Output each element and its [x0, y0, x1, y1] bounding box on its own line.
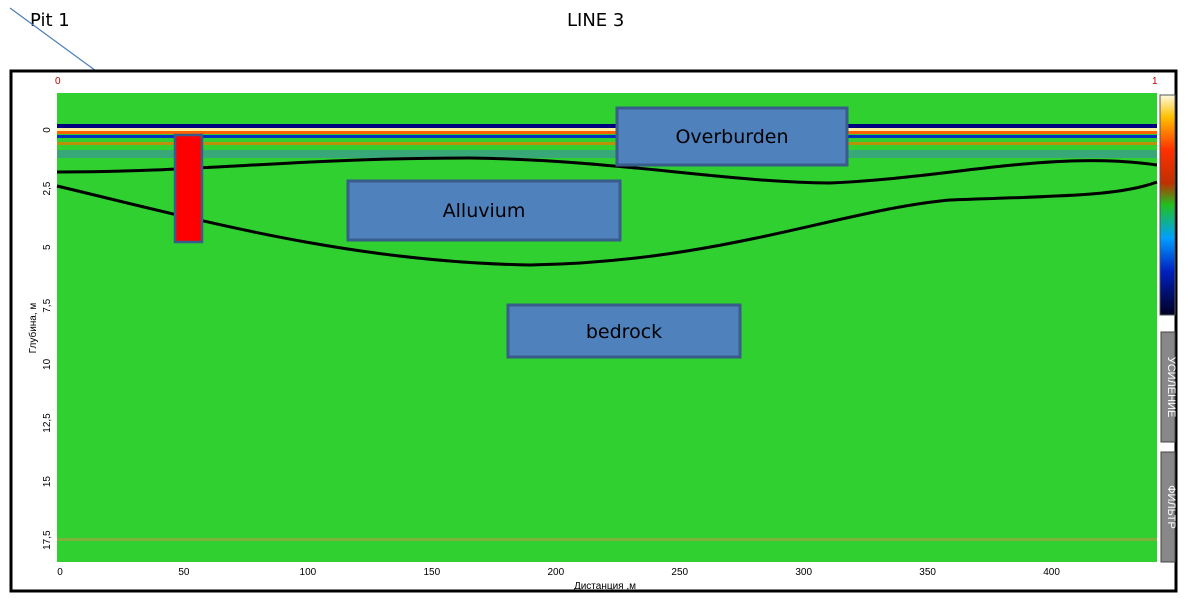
gain-button-label: УСИЛЕНИЕ: [1165, 357, 1177, 418]
band: [57, 142, 1157, 145]
gain-button[interactable]: [1160, 331, 1176, 443]
band: [57, 150, 1157, 158]
y-tick-label: 17,5: [42, 530, 53, 550]
boundary: [56, 156, 1158, 185]
annotation: Overburden: [675, 126, 788, 148]
band: [57, 128, 1157, 131]
y-tick-label: 2,5: [42, 181, 53, 195]
y-axis-label: Глубина, м: [27, 303, 39, 354]
boundary: [56, 180, 1158, 267]
y-tick-label: 7,5: [42, 298, 53, 312]
corner-label: 1: [1152, 76, 1158, 87]
band: [57, 538, 1157, 541]
annotation: bedrock: [586, 321, 662, 343]
annotation: Alluvium: [443, 200, 526, 222]
annotation-box: [506, 303, 742, 359]
band: [57, 131, 1157, 134]
x-tick-label: 350: [919, 567, 936, 578]
corner-label: 0: [55, 76, 61, 87]
y-tick-label: 5: [42, 244, 53, 250]
y-tick-label: 10: [42, 358, 53, 370]
pit: [173, 133, 204, 244]
pit-label: Pit 1: [30, 10, 70, 31]
annotation-box: [346, 179, 622, 242]
x-tick-label: 50: [178, 567, 190, 578]
y-tick-label: 0: [42, 127, 53, 133]
x-tick-label: 0: [57, 567, 63, 578]
y-tick-label: 15: [42, 476, 53, 488]
annotation-box: [615, 106, 849, 167]
x-tick-label: 200: [547, 567, 564, 578]
x-tick-label: 250: [671, 567, 688, 578]
band: [57, 124, 1157, 128]
x-tick-label: 100: [300, 567, 317, 578]
filter-button[interactable]: [1160, 451, 1176, 563]
x-tick-label: 150: [424, 567, 441, 578]
band: [57, 135, 1157, 138]
x-tick-label: 300: [795, 567, 812, 578]
x-tick-label: 400: [1043, 567, 1060, 578]
line-title: LINE 3: [567, 10, 624, 31]
filter-button-label: ФИЛЬТР: [1165, 485, 1177, 529]
ticks: 0 2,5 5 7,5 10 12,5 15 17,5 0 50 100 150 200 250 300 35…: [42, 127, 1060, 578]
color-bar: [1159, 94, 1176, 316]
x-axis-label: Дистанция ,м: [574, 581, 636, 592]
y-tick-label: 12,5: [42, 413, 53, 433]
